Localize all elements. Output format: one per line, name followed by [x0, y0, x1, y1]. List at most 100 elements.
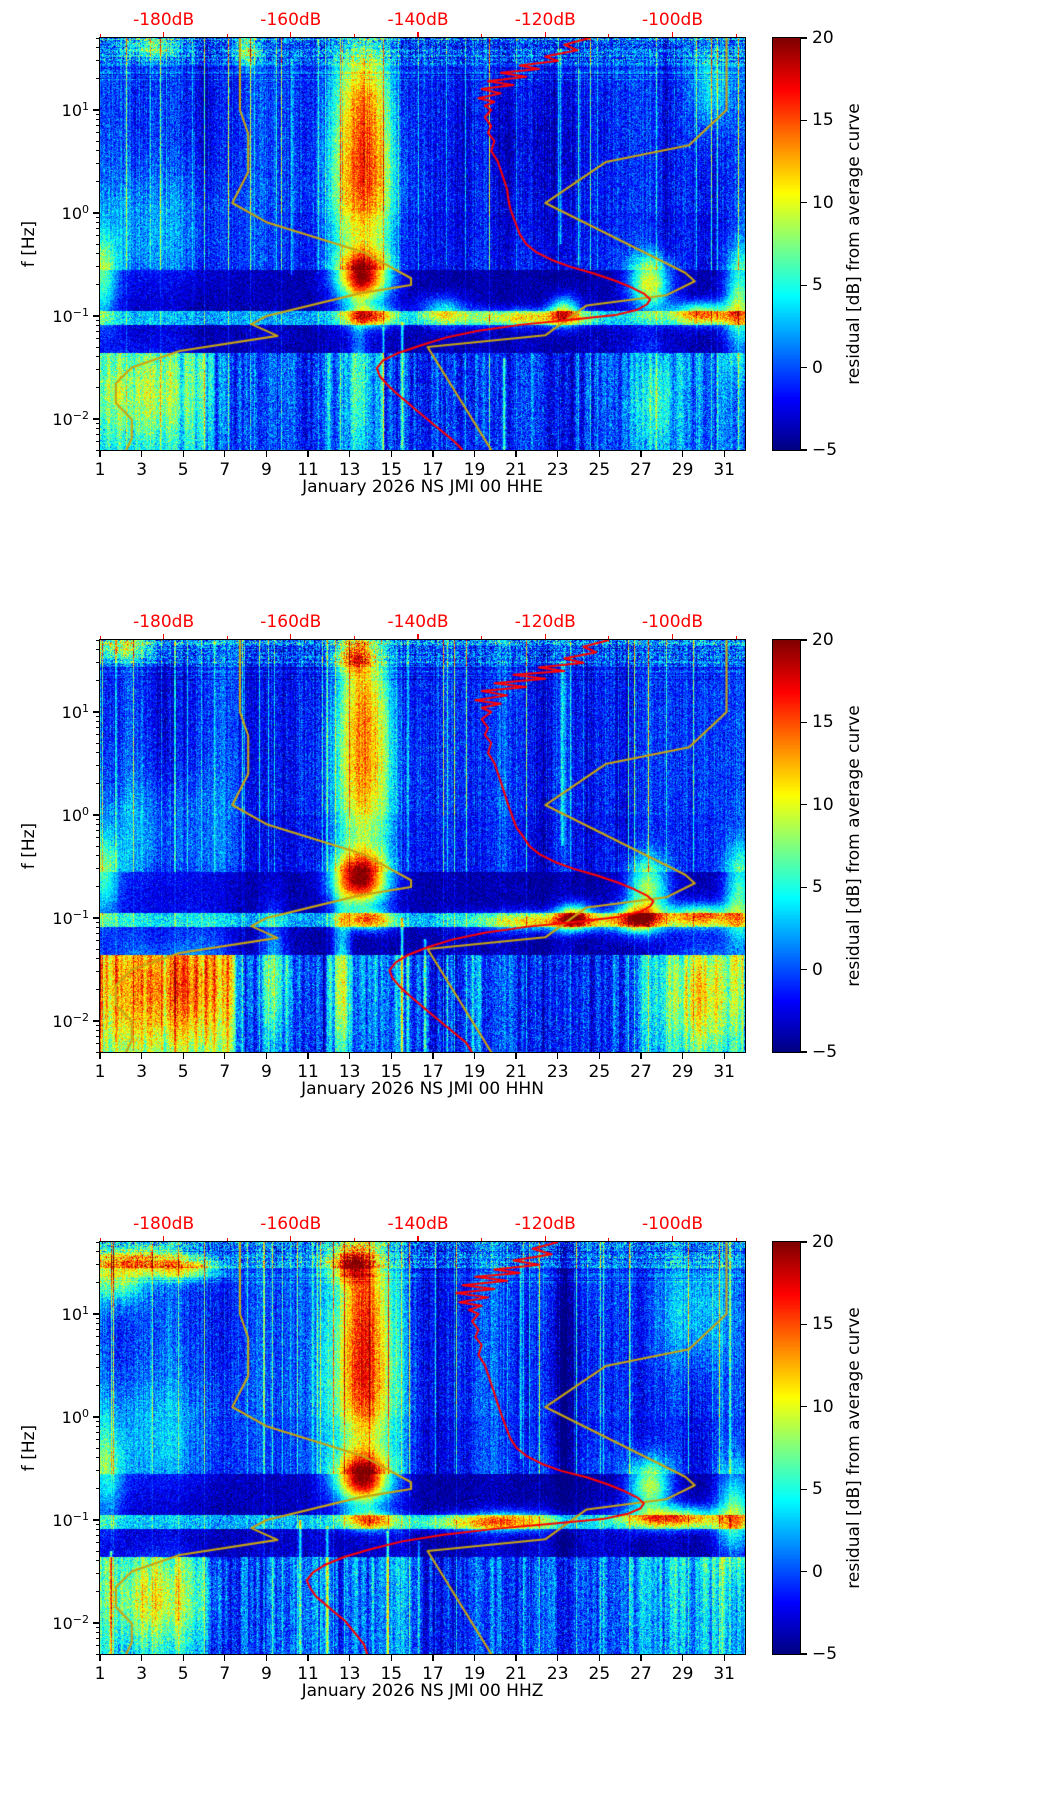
x-tick-label: 11	[297, 460, 319, 480]
colorbar-label: residual [dB] from average curve	[844, 705, 864, 987]
y-tick-label: 101	[61, 99, 89, 121]
top-db-label: -180dB	[133, 1214, 195, 1234]
x-tick-mark	[557, 1655, 559, 1661]
x-tick-label: 7	[219, 1062, 231, 1082]
y-minor-tick-mark	[96, 727, 100, 729]
x-tick-mark	[140, 1053, 143, 1059]
y-minor-tick-mark	[96, 971, 100, 973]
colorbar-tick-label: 20	[812, 28, 834, 48]
x-tick-label: 25	[588, 460, 611, 480]
y-minor-tick-mark	[96, 140, 100, 142]
x-tick-label: 29	[671, 1664, 694, 1684]
x-tick-mark	[432, 451, 434, 457]
x-tick-mark	[515, 1655, 517, 1661]
colorbar-gradient	[773, 38, 800, 450]
y-minor-tick-mark	[96, 1367, 100, 1369]
top-minor-tick-mark	[99, 34, 101, 37]
top-tick-mark	[290, 634, 292, 639]
x-tick-label: 23	[546, 1062, 569, 1082]
y-minor-tick-mark	[96, 855, 100, 857]
y-minor-tick-mark	[96, 125, 100, 127]
y-tick-mark	[93, 212, 100, 214]
top-tick-mark	[417, 634, 419, 639]
colorbar-tick-label: 0	[812, 959, 823, 980]
x-tick-mark	[557, 451, 559, 457]
x-tick-mark	[140, 451, 143, 457]
y-minor-tick-mark	[96, 1638, 100, 1640]
top-tick-mark	[544, 32, 546, 37]
colorbar-tick-mark	[801, 886, 807, 888]
x-tick-label: 27	[630, 1062, 652, 1082]
top-db-label: -160dB	[260, 1214, 322, 1234]
y-minor-tick-mark	[96, 1560, 100, 1562]
colorbar-tick-label: 5	[812, 877, 823, 898]
y-minor-tick-mark	[96, 1550, 100, 1552]
spectrogram-heatmap	[100, 1242, 745, 1654]
x-tick-label: 19	[463, 460, 486, 480]
y-minor-tick-mark	[96, 742, 100, 744]
y-minor-tick-mark	[96, 886, 100, 888]
x-tick-label: 29	[671, 1062, 694, 1082]
x-tick-label: 13	[338, 460, 361, 480]
colorbar	[772, 37, 801, 451]
x-tick-label: 25	[588, 1062, 611, 1082]
x-tick-mark	[224, 1655, 226, 1661]
y-minor-tick-mark	[96, 1488, 100, 1490]
x-tick-label: 1	[94, 1062, 106, 1082]
x-tick-mark	[723, 1655, 725, 1661]
top-db-label: -120dB	[514, 10, 576, 30]
x-tick-mark	[640, 1053, 642, 1059]
x-tick-label: 23	[546, 460, 569, 480]
y-minor-tick-mark	[96, 716, 100, 718]
colorbar-tick-label: 10	[812, 1396, 834, 1417]
top-tick-mark	[417, 1236, 419, 1241]
x-tick-label: 7	[219, 460, 231, 480]
y-minor-tick-mark	[96, 721, 100, 723]
top-db-label: -120dB	[514, 1214, 576, 1234]
x-axis-title: January 2026 NS JMI 00 HHN	[301, 1079, 544, 1099]
colorbar-tick-mark	[801, 1406, 807, 1408]
colorbar-tick-label: 15	[812, 110, 834, 131]
y-minor-tick-mark	[96, 830, 100, 832]
top-minor-tick-mark	[99, 1238, 101, 1241]
colorbar-tick-label: 0	[812, 357, 823, 378]
x-tick-mark	[473, 1053, 476, 1059]
y-minor-tick-mark	[96, 1439, 100, 1441]
x-tick-label: 19	[463, 1062, 486, 1082]
plot-area	[99, 639, 746, 1053]
y-minor-tick-mark	[96, 1336, 100, 1338]
y-minor-tick-mark	[96, 1535, 100, 1537]
y-tick-mark	[93, 814, 100, 816]
x-tick-label: 15	[380, 1062, 403, 1082]
x-tick-mark	[515, 1053, 517, 1059]
x-axis-title: January 2026 NS JMI 00 HHZ	[301, 1681, 544, 1701]
top-db-label: -160dB	[260, 10, 322, 30]
x-tick-mark	[598, 1053, 600, 1059]
y-minor-tick-mark	[96, 752, 100, 754]
colorbar-tick-mark	[801, 202, 807, 204]
top-tick-mark	[671, 32, 674, 37]
y-minor-tick-mark	[96, 1282, 100, 1284]
x-tick-label: 31	[713, 1062, 736, 1082]
y-minor-tick-mark	[96, 1542, 100, 1544]
top-minor-tick-mark	[608, 1238, 610, 1241]
x-tick-label: 19	[463, 1664, 486, 1684]
y-minor-tick-mark	[96, 266, 100, 268]
x-tick-label: 1	[94, 460, 106, 480]
y-tick-label: 100	[61, 1406, 89, 1428]
x-tick-mark	[182, 1053, 184, 1059]
x-tick-label: 31	[713, 1664, 736, 1684]
colorbar-tick-mark	[801, 366, 807, 369]
y-tick-mark	[93, 1020, 100, 1022]
x-tick-label: 31	[713, 460, 736, 480]
top-minor-tick-mark	[226, 34, 228, 37]
x-tick-label: 1	[94, 1664, 106, 1684]
y-tick-label: 101	[61, 1303, 89, 1325]
x-tick-mark	[390, 451, 392, 457]
x-tick-mark	[598, 1655, 600, 1661]
top-minor-tick-mark	[735, 34, 737, 37]
y-minor-tick-mark	[96, 933, 100, 935]
y-minor-tick-mark	[96, 1323, 100, 1325]
y-tick-mark	[93, 1416, 100, 1418]
